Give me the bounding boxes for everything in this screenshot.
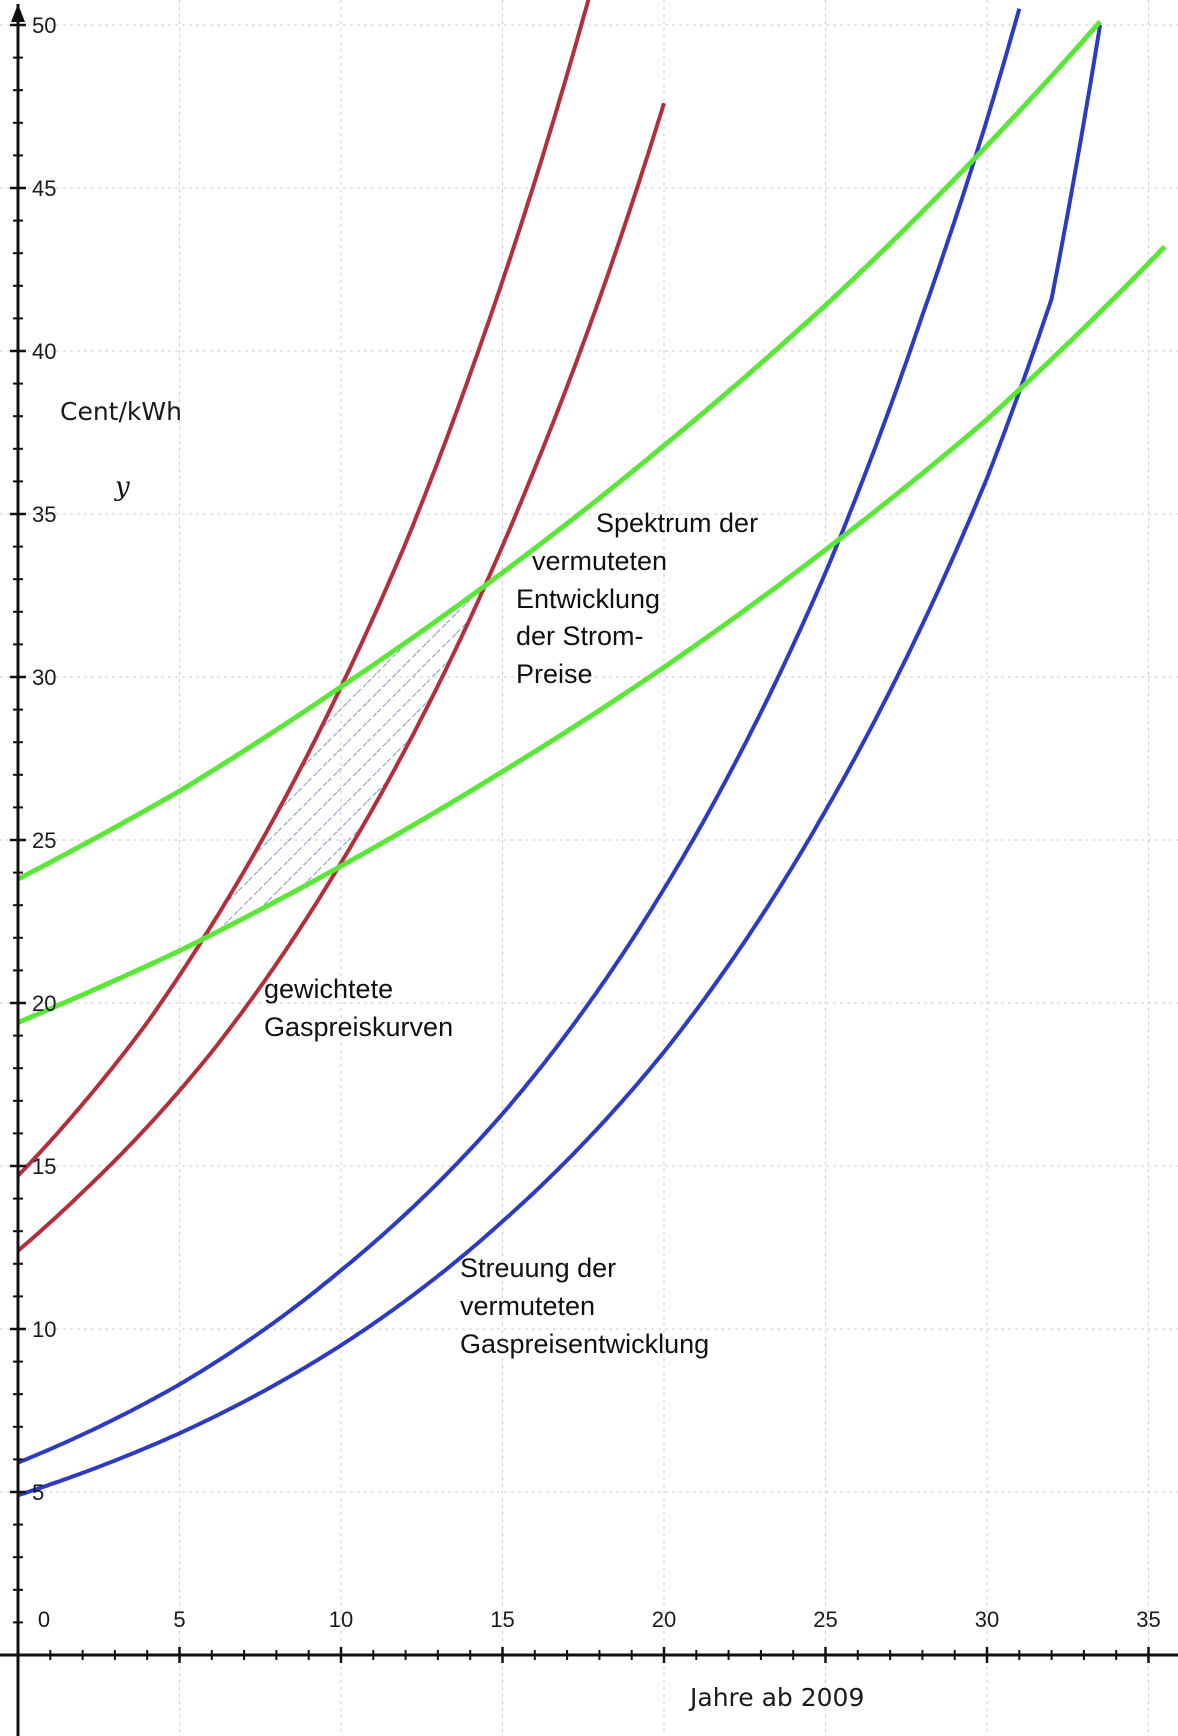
y-tick-label: 30 [32, 665, 56, 690]
tick-labels: 0 5 10 15 20 25 30 35 5 10 15 20 25 30 35 40 45 50 [32, 13, 1161, 1632]
y-axis-arrow [11, 4, 25, 22]
y-tick-label: 25 [32, 828, 56, 853]
y-tick-label: 40 [32, 339, 56, 364]
axes [0, 4, 1178, 1736]
svg-text:Entwicklung: Entwicklung [516, 584, 660, 614]
y-tick-label: 15 [32, 1154, 56, 1179]
x-tick-label: 10 [329, 1607, 353, 1632]
y-tick-label: 5 [32, 1480, 44, 1505]
svg-text:Streuung der: Streuung der [460, 1253, 616, 1283]
svg-text:Preise: Preise [516, 659, 593, 689]
svg-text:der Strom-: der Strom- [516, 621, 644, 651]
svg-text:Spektrum der: Spektrum der [596, 508, 758, 538]
y-tick-label: 10 [32, 1317, 56, 1342]
y-tick-label: 35 [32, 502, 56, 527]
x-tick-label: 35 [1136, 1607, 1160, 1632]
series-line-gas-weighted-upper [16, 0, 591, 1178]
svg-text:vermuteten: vermuteten [460, 1291, 595, 1321]
y-tick-label: 20 [32, 991, 56, 1016]
x-tick-label: 30 [975, 1607, 999, 1632]
y-tick-label: 50 [32, 13, 56, 38]
series-line-electricity-upper [16, 20, 1102, 882]
y-axis-symbol: y [114, 472, 130, 502]
series-line-gas-spread-lower [17, 24, 1103, 1498]
svg-text:vermuteten: vermuteten [532, 546, 667, 576]
y-axis-label: Cent/kWh [60, 397, 182, 426]
y-tick-label: 45 [32, 176, 56, 201]
hatched-overlap-area [205, 587, 484, 938]
x-axis-label: Jahre ab 2009 [688, 1683, 864, 1712]
annotation-gas-weighted: gewichtete Gaspreiskurven [264, 974, 453, 1042]
x-tick-label: 20 [652, 1607, 676, 1632]
annotation-electricity-spectrum: Spektrum der vermuteten Entwicklung der … [516, 508, 758, 689]
series-line-gas-weighted-lower [16, 102, 666, 1253]
series-line-electricity-lower [16, 244, 1167, 1025]
x-tick-label: 15 [490, 1607, 514, 1632]
annotation-gas-spread: Streuung der vermuteten Gaspreisentwickl… [460, 1253, 709, 1359]
x-tick-label: 5 [173, 1607, 185, 1632]
series-line-gas-spread-upper [17, 8, 1022, 1465]
series-layer [16, 0, 1167, 1498]
svg-text:gewichtete: gewichtete [264, 974, 393, 1004]
x-tick-label: 0 [38, 1607, 50, 1632]
svg-text:Gaspreisentwicklung: Gaspreisentwicklung [460, 1329, 709, 1359]
svg-text:Gaspreiskurven: Gaspreiskurven [264, 1012, 453, 1042]
x-tick-label: 25 [813, 1607, 837, 1632]
